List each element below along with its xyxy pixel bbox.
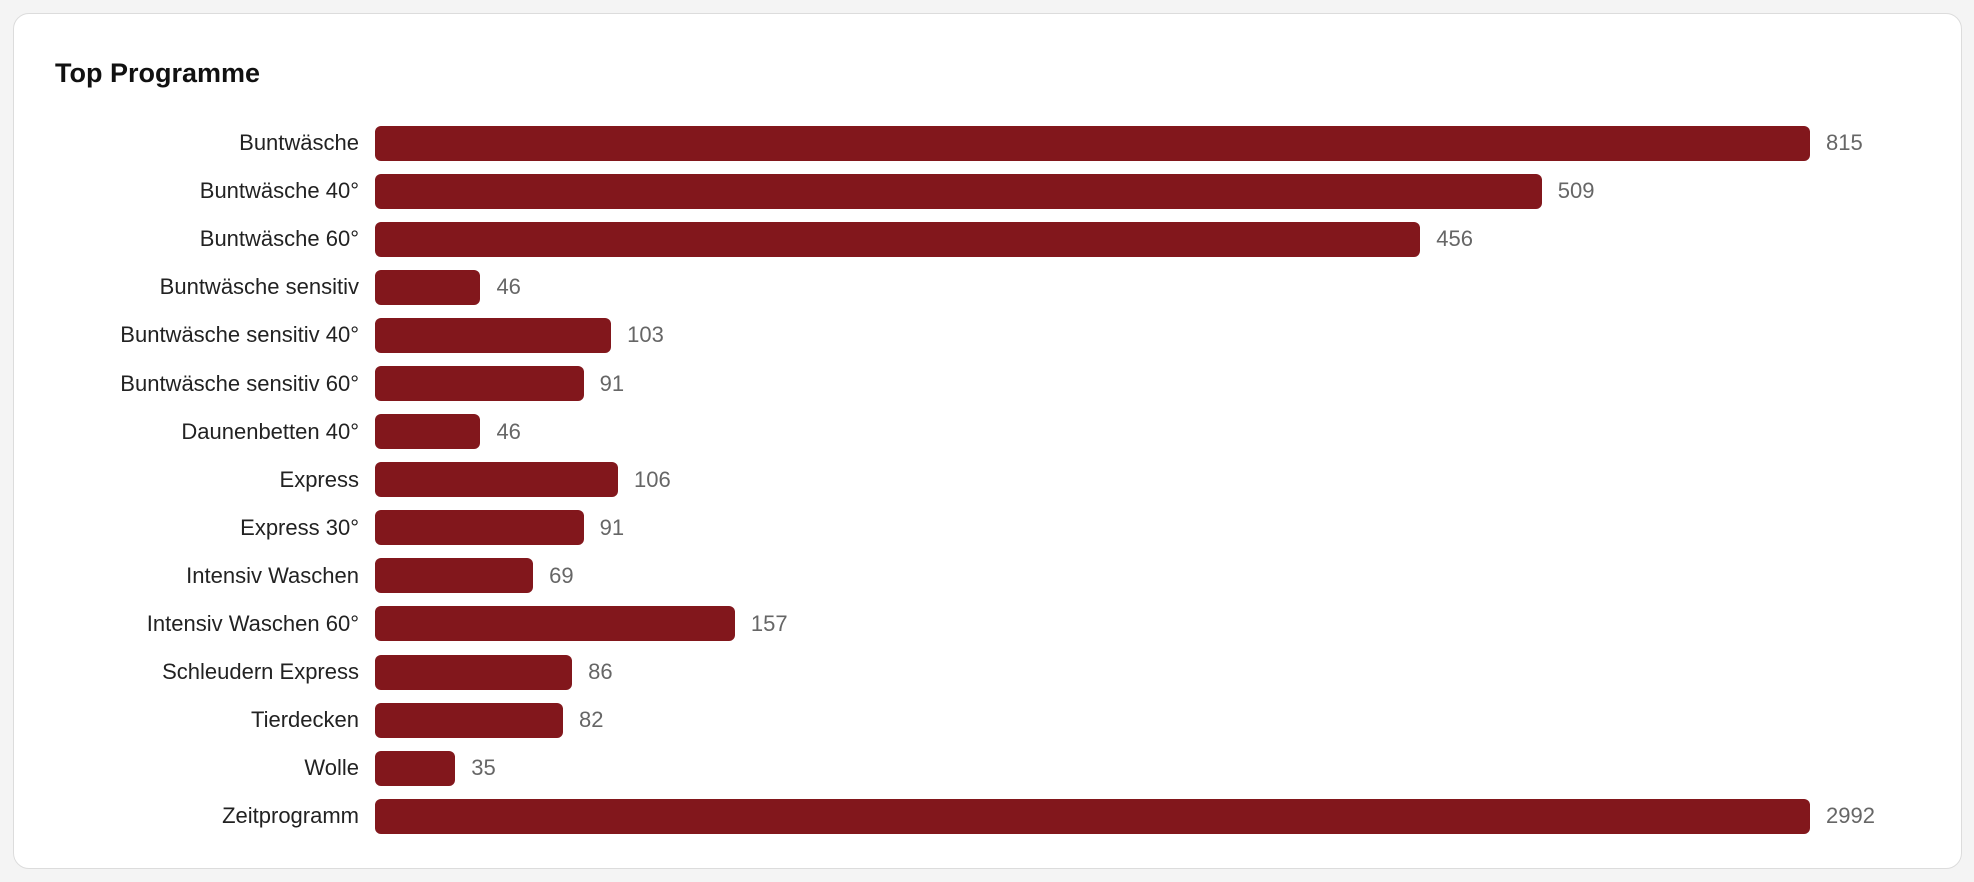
bar-track: 91	[375, 366, 1915, 402]
bar	[375, 558, 534, 594]
value-label: 509	[1557, 178, 1595, 204]
bar-row: Tierdecken 82	[14, 696, 1961, 744]
bar-row: Buntwäsche 815	[14, 119, 1961, 167]
bar-track: 46	[375, 269, 1915, 305]
bar-track: 103	[375, 317, 1915, 353]
value-label: 46	[496, 418, 521, 444]
bar-track: 86	[375, 654, 1915, 690]
category-label: Buntwäsche	[239, 130, 359, 156]
bar	[375, 654, 573, 690]
chart-title: Top Programme	[55, 58, 261, 88]
bar-track: 106	[375, 462, 1915, 498]
category-label: Daunenbetten 40°	[181, 418, 359, 444]
bar-track: 35	[375, 750, 1915, 786]
bar-row: Zeitprogramm 2992	[14, 792, 1961, 840]
value-label: 815	[1826, 130, 1863, 156]
category-label: Buntwäsche sensitiv 60°	[120, 370, 359, 396]
bar-row: Wolle 35	[14, 744, 1961, 792]
value-label: 86	[588, 659, 613, 685]
bar-row: Express 106	[14, 456, 1961, 504]
category-label: Wolle	[304, 755, 359, 781]
bar-row: Intensiv Waschen 69	[14, 552, 1961, 600]
bar	[375, 750, 456, 786]
category-label: Buntwäsche 40°	[199, 178, 359, 204]
bar	[375, 269, 481, 305]
bar	[375, 702, 563, 738]
bar-track: 91	[375, 510, 1915, 546]
bar-track: 456	[375, 221, 1915, 257]
card: Top Programme Buntwäsche 815 Buntwäsche 40…	[13, 13, 1962, 869]
bar-track: 157	[375, 606, 1915, 642]
bar	[375, 317, 612, 353]
bar	[375, 798, 1810, 834]
value-label: 69	[549, 562, 574, 588]
value-label: 91	[599, 514, 625, 540]
bar-row: Buntwäsche sensitiv 40° 103	[14, 311, 1961, 359]
bar	[375, 606, 735, 642]
bar-track: 82	[375, 702, 1915, 738]
category-label: Buntwäsche sensitiv 40°	[120, 322, 359, 348]
bar-row: Buntwäsche sensitiv 60° 91	[14, 359, 1961, 407]
bar	[375, 414, 481, 450]
bar-row: Buntwäsche sensitiv 46	[14, 263, 1961, 311]
bar-track: 815	[375, 125, 1915, 161]
bar-list: Buntwäsche 815 Buntwäsche 40° 509 Buntwäsche…	[14, 119, 1961, 840]
bar-row: Buntwäsche 40° 509	[14, 167, 1961, 215]
bar	[375, 462, 618, 498]
category-label: Zeitprogramm	[222, 803, 359, 829]
category-label: Express 30°	[240, 514, 359, 540]
value-label: 106	[633, 466, 671, 492]
bar-row: Buntwäsche 60° 456	[14, 215, 1961, 263]
bar-track: 46	[375, 414, 1915, 450]
category-label: Intensiv Waschen 60°	[146, 610, 359, 636]
value-label: 103	[627, 322, 664, 348]
bar-track: 509	[375, 173, 1915, 209]
category-label: Buntwäsche sensitiv	[159, 274, 359, 300]
value-label: 46	[496, 274, 521, 300]
category-label: Express	[279, 466, 359, 492]
category-label: Tierdecken	[250, 707, 359, 733]
value-label: 157	[750, 610, 788, 636]
value-label: 91	[599, 370, 625, 396]
bar	[375, 173, 1542, 209]
bar-track: 69	[375, 558, 1915, 594]
bar	[375, 366, 584, 402]
bar-row: Express 30° 91	[14, 504, 1961, 552]
value-label: 2992	[1826, 803, 1875, 829]
bar	[375, 125, 1810, 161]
category-label: Buntwäsche 60°	[199, 226, 359, 252]
category-label: Intensiv Waschen	[186, 562, 359, 588]
category-label: Schleudern Express	[162, 659, 359, 685]
value-label: 456	[1436, 226, 1474, 252]
bar-row: Schleudern Express 86	[14, 648, 1961, 696]
bar-row: Intensiv Waschen 60° 157	[14, 600, 1961, 648]
value-label: 82	[578, 707, 604, 733]
bar	[375, 510, 584, 546]
bar-row: Daunenbetten 40° 46	[14, 408, 1961, 456]
value-label: 35	[471, 755, 496, 781]
bar-track: 2992	[375, 798, 1915, 834]
bar	[375, 221, 1421, 257]
